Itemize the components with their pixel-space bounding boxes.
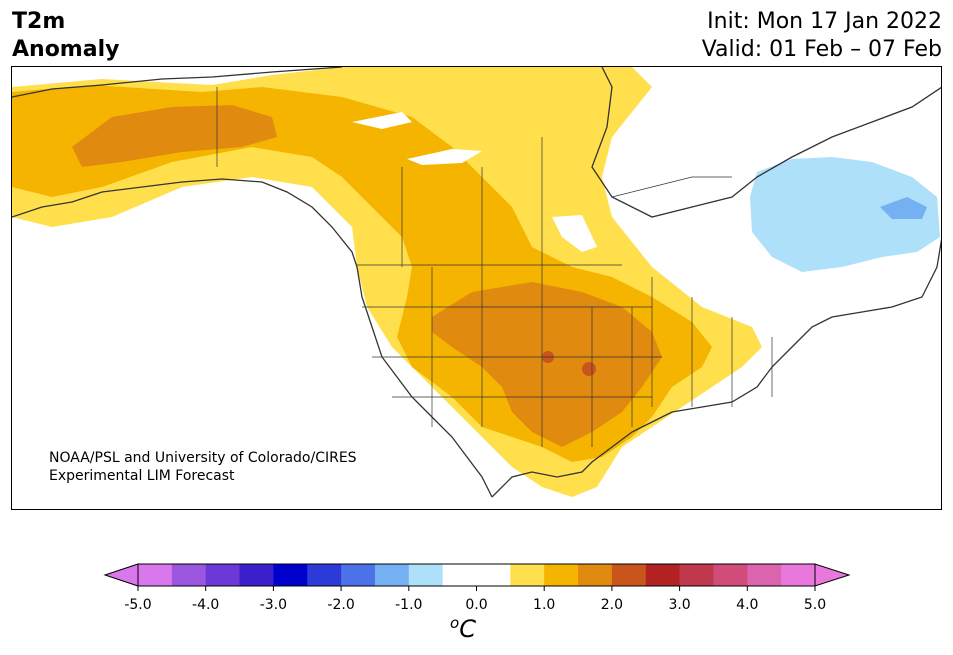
colorbar-segment <box>645 564 681 586</box>
colorbar-segment <box>781 564 816 586</box>
colorbar-tick-label: 3.0 <box>668 597 691 613</box>
colorbar-ticks <box>137 586 816 591</box>
anomaly-spot-2 <box>582 362 596 376</box>
colorbar-segment <box>171 564 207 586</box>
anomaly-map <box>11 66 942 510</box>
colorbar-segment <box>442 564 477 586</box>
colorbar-segment <box>510 564 545 586</box>
colorbar-tick-label: 1.0 <box>533 597 556 613</box>
anomaly-region-dark-orange <box>72 105 662 447</box>
colorbar-under-arrow <box>103 563 139 587</box>
colorbar-segment <box>408 564 444 586</box>
colorbar-tick-label: -1.0 <box>395 597 423 613</box>
colorbar-segment <box>307 564 342 586</box>
colorbar-segment <box>374 564 410 586</box>
lake-gap-2 <box>407 149 482 165</box>
credit-text: NOAA/PSL and University of Colorado/CIRE… <box>49 449 357 485</box>
colorbar-tick-label: -3.0 <box>259 597 288 613</box>
unit-label: C <box>459 615 476 643</box>
colorbar-unit: oC <box>450 614 476 643</box>
colorbar-segment <box>747 564 782 586</box>
colorbar-segment <box>679 564 714 586</box>
colorbar-segments <box>138 564 816 586</box>
colorbar-tick-label: -4.0 <box>192 597 220 613</box>
unit-superscript: o <box>450 614 460 632</box>
anomaly-region-light-blue <box>750 157 940 272</box>
colorbar-segment <box>138 564 173 586</box>
init-date: Init: Mon 17 Jan 2022 <box>707 9 942 34</box>
colorbar-segment <box>273 564 308 586</box>
forecast-dates: Init: Mon 17 Jan 2022 Valid: 01 Feb – 07… <box>702 8 942 64</box>
anomaly-region-yellow-north <box>342 67 572 87</box>
credit-line-2: Experimental LIM Forecast <box>49 468 235 484</box>
colorbar-segment <box>239 564 274 586</box>
anomaly-region-blue <box>880 197 927 219</box>
colorbar-tick-label: 5.0 <box>803 597 827 613</box>
colorbar-over-arrow <box>814 563 851 587</box>
lake-gap-1 <box>352 112 412 129</box>
colorbar-segment <box>713 564 748 586</box>
credit-line-1: NOAA/PSL and University of Colorado/CIRE… <box>49 450 357 466</box>
colorbar-tick-label: -5.0 <box>124 597 152 613</box>
coastlines <box>12 67 941 498</box>
title-line-1: T2m <box>12 9 66 34</box>
title-line-2: Anomaly <box>12 37 120 62</box>
lake-gap-3 <box>552 215 597 252</box>
colorbar-tick-label: 2.0 <box>600 597 624 613</box>
valid-date: Valid: 01 Feb – 07 Feb <box>701 37 942 62</box>
colorbar-segment <box>578 564 613 586</box>
colorbar-segment <box>544 564 579 586</box>
political-borders <box>216 87 773 447</box>
colorbar-segment <box>341 564 376 586</box>
colorbar-segment <box>476 564 511 586</box>
chart-title: T2m Anomaly <box>12 8 119 64</box>
colorbar-segment <box>611 564 647 586</box>
colorbar-tick-label: -2.0 <box>327 597 355 613</box>
colorbar <box>103 563 851 591</box>
colorbar-tick-label: 0.0 <box>465 597 488 613</box>
colorbar-segment <box>205 564 241 586</box>
map-canvas <box>12 67 941 498</box>
colorbar-tick-label: 4.0 <box>736 597 759 613</box>
